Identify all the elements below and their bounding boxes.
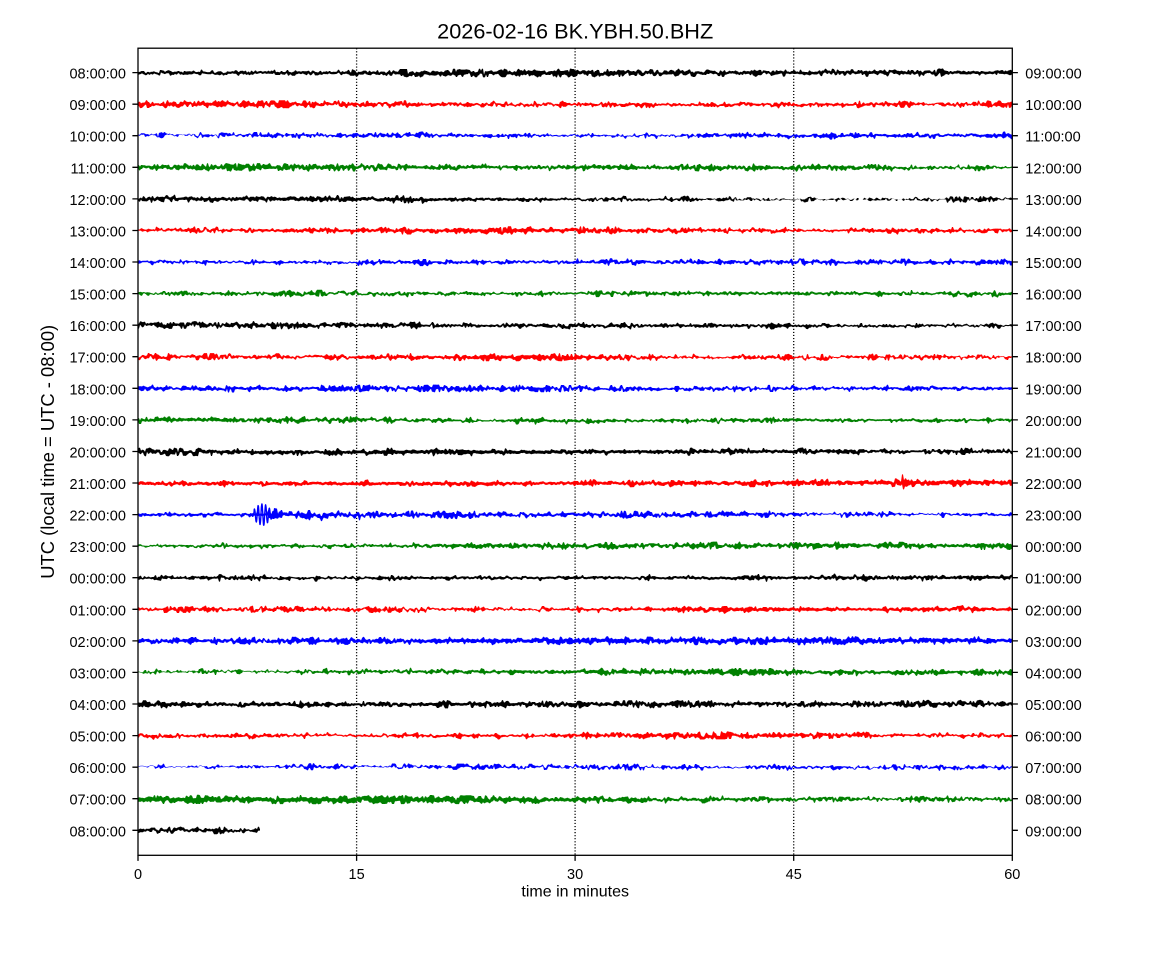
svg-text:21:00:00: 21:00:00	[69, 477, 125, 493]
svg-text:time in minutes: time in minutes	[521, 884, 629, 901]
svg-text:UTC (local time = UTC - 08:00): UTC (local time = UTC - 08:00)	[37, 325, 58, 579]
svg-text:02:00:00: 02:00:00	[1025, 603, 1081, 619]
svg-text:11:00:00: 11:00:00	[71, 161, 126, 177]
svg-text:14:00:00: 14:00:00	[1025, 225, 1081, 241]
svg-text:22:00:00: 22:00:00	[1025, 477, 1081, 493]
svg-text:10:00:00: 10:00:00	[69, 130, 125, 146]
svg-text:20:00:00: 20:00:00	[69, 446, 125, 462]
svg-text:02:00:00: 02:00:00	[69, 635, 125, 651]
svg-text:09:00:00: 09:00:00	[1025, 824, 1081, 840]
svg-text:04:00:00: 04:00:00	[69, 698, 125, 714]
svg-text:05:00:00: 05:00:00	[69, 730, 125, 746]
svg-text:07:00:00: 07:00:00	[69, 793, 125, 809]
svg-text:06:00:00: 06:00:00	[69, 761, 125, 777]
svg-text:01:00:00: 01:00:00	[69, 603, 125, 619]
svg-text:30: 30	[567, 867, 583, 883]
svg-text:17:00:00: 17:00:00	[69, 351, 125, 367]
svg-text:12:00:00: 12:00:00	[1025, 161, 1081, 177]
svg-text:15:00:00: 15:00:00	[69, 288, 125, 304]
svg-text:60: 60	[1004, 867, 1020, 883]
svg-text:13:00:00: 13:00:00	[1025, 193, 1081, 209]
svg-text:01:00:00: 01:00:00	[1025, 572, 1081, 588]
svg-text:20:00:00: 20:00:00	[1025, 414, 1081, 430]
svg-text:16:00:00: 16:00:00	[69, 319, 125, 335]
svg-text:15: 15	[349, 867, 365, 883]
svg-text:00:00:00: 00:00:00	[69, 572, 125, 588]
svg-text:10:00:00: 10:00:00	[1025, 98, 1081, 114]
svg-text:17:00:00: 17:00:00	[1025, 319, 1081, 335]
svg-text:18:00:00: 18:00:00	[1025, 351, 1081, 367]
svg-text:18:00:00: 18:00:00	[69, 382, 125, 398]
svg-text:21:00:00: 21:00:00	[1025, 446, 1081, 462]
svg-text:03:00:00: 03:00:00	[69, 666, 125, 682]
svg-text:07:00:00: 07:00:00	[1025, 761, 1081, 777]
svg-text:19:00:00: 19:00:00	[1025, 382, 1081, 398]
svg-text:04:00:00: 04:00:00	[1025, 666, 1081, 682]
svg-text:23:00:00: 23:00:00	[69, 540, 125, 556]
svg-text:15:00:00: 15:00:00	[1025, 256, 1081, 272]
svg-text:13:00:00: 13:00:00	[69, 225, 125, 241]
svg-text:11:00:00: 11:00:00	[1025, 130, 1080, 146]
svg-text:05:00:00: 05:00:00	[1025, 698, 1081, 714]
svg-text:09:00:00: 09:00:00	[1025, 67, 1081, 83]
svg-text:0: 0	[134, 867, 142, 883]
svg-text:00:00:00: 00:00:00	[1025, 540, 1081, 556]
svg-text:08:00:00: 08:00:00	[69, 67, 125, 83]
svg-text:16:00:00: 16:00:00	[1025, 288, 1081, 304]
svg-text:08:00:00: 08:00:00	[1025, 793, 1081, 809]
svg-text:14:00:00: 14:00:00	[69, 256, 125, 272]
svg-text:03:00:00: 03:00:00	[1025, 635, 1081, 651]
svg-text:12:00:00: 12:00:00	[69, 193, 125, 209]
svg-text:19:00:00: 19:00:00	[69, 414, 125, 430]
svg-text:45: 45	[786, 867, 802, 883]
svg-text:08:00:00: 08:00:00	[69, 824, 125, 840]
svg-text:06:00:00: 06:00:00	[1025, 730, 1081, 746]
svg-text:09:00:00: 09:00:00	[69, 98, 125, 114]
svg-text:2026-02-16 BK.YBH.50.BHZ: 2026-02-16 BK.YBH.50.BHZ	[437, 19, 713, 44]
svg-text:22:00:00: 22:00:00	[69, 509, 125, 525]
svg-text:23:00:00: 23:00:00	[1025, 509, 1081, 525]
